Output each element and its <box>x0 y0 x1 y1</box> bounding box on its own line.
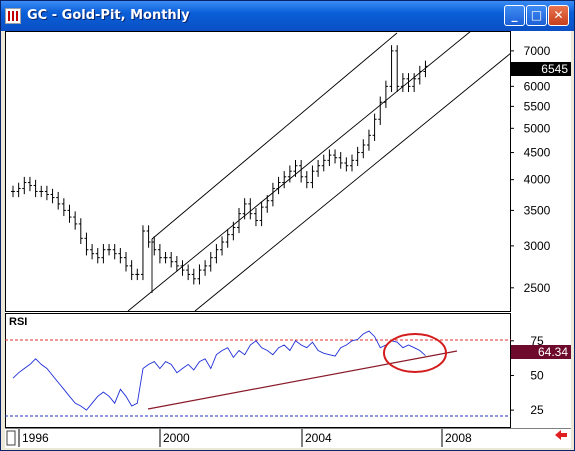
title-bar[interactable]: GC - Gold-Pit, Monthly _ □ ✕ <box>1 1 574 31</box>
price-tick-label: 6000 <box>524 79 551 93</box>
price-tick-label: 3000 <box>524 239 551 253</box>
chart-area[interactable]: 7000 6000 5500 5000 4500 4000 3500 3000 2500 75 5… <box>5 30 571 448</box>
window-title: GC - Gold-Pit, Monthly <box>27 8 190 23</box>
time-tick-label: 2008 <box>445 431 472 445</box>
last-rsi-badge: 64.34 <box>511 345 571 359</box>
price-tick-label: 3500 <box>524 203 551 217</box>
chart-app-icon[interactable] <box>5 8 21 24</box>
time-tick-label: 2000 <box>163 431 190 445</box>
last-price-label: 6545 <box>541 62 568 76</box>
price-axis: 7000 6000 5500 5000 4500 4000 3500 3000 2500 <box>510 44 551 295</box>
rsi-tick-label: 75 <box>530 334 544 348</box>
price-tick-label: 7000 <box>524 44 551 58</box>
scroll-left-arrow-icon[interactable] <box>555 430 567 440</box>
price-tick-label: 5000 <box>524 121 551 135</box>
last-rsi-label: 64.34 <box>538 345 568 359</box>
rsi-line <box>12 330 426 411</box>
time-tick-label: 2004 <box>305 431 332 445</box>
chart-svg[interactable]: 7000 6000 5500 5000 4500 4000 3500 3000 2500 75 5… <box>5 30 571 448</box>
price-tick-label: 2500 <box>524 281 551 295</box>
last-price-badge: 6545 <box>511 62 571 76</box>
rsi-label: RSI <box>9 316 27 328</box>
rsi-panel-frame <box>5 313 511 428</box>
rsi-axis: 75 50 25 <box>510 334 544 417</box>
price-panel-frame <box>5 31 511 312</box>
time-axis: 1996 2000 2004 2008 <box>18 429 472 447</box>
maximize-button[interactable]: □ <box>526 5 547 26</box>
price-tick-label: 4500 <box>524 146 551 160</box>
rsi-trendline <box>147 350 458 410</box>
price-tick-label: 4000 <box>524 173 551 187</box>
rsi-tick-label: 50 <box>530 368 544 382</box>
price-tick-label: 5500 <box>524 99 551 113</box>
minimize-button[interactable]: _ <box>504 5 525 26</box>
rsi-tick-label: 25 <box>530 403 544 417</box>
scroll-thumb[interactable] <box>6 430 16 446</box>
close-button[interactable]: ✕ <box>548 5 569 26</box>
time-tick-label: 1996 <box>22 431 49 445</box>
highlight-ellipse <box>383 333 447 373</box>
price-bars <box>11 45 428 285</box>
